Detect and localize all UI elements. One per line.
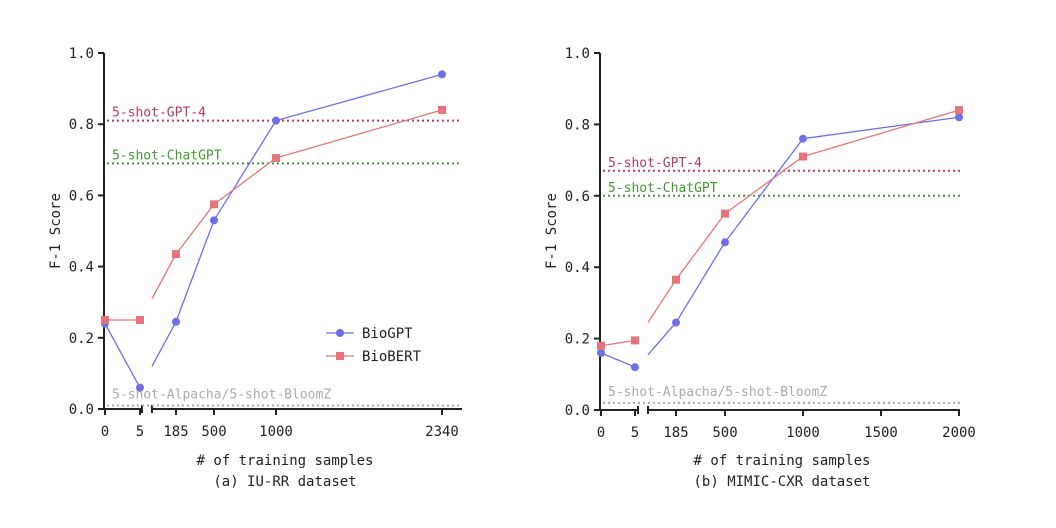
data-point-biogpt bbox=[438, 70, 446, 79]
series-line-biogpt bbox=[175, 220, 215, 323]
data-point-biogpt bbox=[136, 383, 144, 392]
panel-caption: (b) MIMIC-CXR dataset bbox=[693, 474, 870, 490]
data-point-biobert bbox=[210, 200, 218, 209]
data-point-biobert bbox=[101, 316, 109, 324]
data-point-biogpt bbox=[597, 348, 605, 357]
y-tick-label: 0.6 bbox=[69, 188, 94, 204]
x-tick-label: 185 bbox=[663, 425, 688, 441]
y-tick-label: 0.8 bbox=[69, 117, 94, 133]
x-tick-label: 0 bbox=[597, 425, 605, 441]
data-point-biogpt bbox=[172, 317, 180, 326]
series-line-biogpt bbox=[213, 120, 277, 221]
y-tick-label: 0.0 bbox=[69, 402, 94, 418]
reference-line-label: 5-shot-GPT-4 bbox=[608, 156, 702, 171]
data-point-biobert bbox=[799, 152, 807, 161]
data-point-biogpt bbox=[955, 113, 963, 122]
series-line-biogpt bbox=[675, 241, 726, 323]
data-point-biobert bbox=[438, 105, 446, 114]
reference-line-label: 5-shot-ChatGPT bbox=[608, 181, 718, 196]
y-tick-label: 0.8 bbox=[565, 117, 590, 133]
legend-marker-biogpt bbox=[336, 329, 344, 337]
y-tick-label: 0.4 bbox=[565, 260, 590, 276]
series-line-biogpt bbox=[275, 73, 443, 122]
series-line-biogpt bbox=[104, 323, 141, 388]
x-tick-label: 500 bbox=[201, 424, 226, 440]
x-tick-label: 0 bbox=[101, 424, 109, 440]
x-tick-label: 2000 bbox=[942, 425, 976, 441]
data-point-biogpt bbox=[721, 238, 729, 247]
x-tick-label: 5 bbox=[136, 424, 144, 440]
series-line-biobert bbox=[724, 156, 804, 215]
x-tick-label: 500 bbox=[712, 425, 737, 441]
x-tick-label: 1500 bbox=[864, 425, 898, 441]
chart-panel-b: 0.0 0.2 0.4 0.6 0.8 1.0 0 5 185 500 1000 1500 2000 F-… bbox=[544, 46, 976, 490]
x-tick-label: 185 bbox=[163, 424, 188, 440]
data-point-biobert bbox=[955, 106, 963, 115]
series-line-biobert bbox=[213, 157, 277, 205]
series-line-biogpt bbox=[724, 138, 804, 243]
legend-label-biobert: BioBERT bbox=[362, 349, 422, 365]
series-line-biogpt bbox=[802, 116, 960, 140]
y-axis-label: F-1 Score bbox=[48, 193, 64, 269]
data-point-biobert bbox=[721, 209, 729, 218]
legend-marker-biobert bbox=[336, 352, 344, 360]
reference-line-label: 5-shot-ChatGPT bbox=[112, 148, 222, 163]
series-line-biogpt bbox=[600, 352, 636, 368]
x-tick-label: 1000 bbox=[259, 424, 293, 440]
series-line-biobert bbox=[151, 253, 177, 299]
y-tick-label: 0.2 bbox=[69, 331, 94, 347]
y-tick-label: 0.0 bbox=[565, 403, 590, 419]
data-point-biogpt bbox=[799, 134, 807, 143]
x-axis-label: # of training samples bbox=[196, 453, 373, 469]
x-tick-label: 2340 bbox=[425, 424, 459, 440]
series-line-biobert bbox=[802, 109, 960, 158]
panel-caption: (a) IU-RR dataset bbox=[213, 474, 356, 490]
reference-line-label: 5-shot-Alpacha/5-shot-BloomZ bbox=[112, 387, 331, 402]
data-point-biobert bbox=[272, 154, 280, 163]
legend: BioGPT BioBERT bbox=[326, 326, 422, 365]
y-tick-label: 0.2 bbox=[565, 332, 590, 348]
x-axis-label: # of training samples bbox=[693, 453, 870, 469]
series-line-biobert bbox=[675, 213, 726, 281]
y-tick-label: 0.4 bbox=[69, 260, 94, 276]
data-point-biobert bbox=[672, 275, 680, 284]
legend-label-biogpt: BioGPT bbox=[362, 326, 413, 342]
data-point-biogpt bbox=[272, 116, 280, 125]
series-line-biobert bbox=[175, 203, 215, 255]
data-point-biobert bbox=[136, 316, 144, 324]
series-line-biobert bbox=[600, 339, 636, 347]
series-line-biobert bbox=[647, 279, 677, 323]
x-tick-label: 5 bbox=[631, 425, 639, 441]
data-point-biobert bbox=[597, 341, 605, 350]
y-axis-label: F-1 Score bbox=[544, 193, 560, 269]
data-point-biogpt bbox=[672, 318, 680, 327]
reference-line-label: 5-shot-Alpacha/5-shot-BloomZ bbox=[608, 385, 827, 400]
data-point-biobert bbox=[172, 250, 180, 259]
series-line-biogpt bbox=[647, 322, 677, 356]
data-point-biobert bbox=[631, 336, 639, 345]
chart-panel-a: 0.0 0.2 0.4 0.6 0.8 1.0 0 5 185 500 1000 2340 F-1 Sc… bbox=[48, 46, 462, 490]
y-tick-label: 1.0 bbox=[565, 46, 590, 62]
x-tick-label: 1000 bbox=[786, 425, 820, 441]
series-line-biobert bbox=[275, 109, 443, 159]
y-tick-label: 1.0 bbox=[69, 46, 94, 62]
y-tick-label: 0.6 bbox=[565, 189, 590, 205]
data-point-biogpt bbox=[631, 363, 639, 372]
reference-line-label: 5-shot-GPT-4 bbox=[112, 106, 206, 121]
data-point-biogpt bbox=[210, 216, 218, 225]
series-line-biogpt bbox=[151, 321, 177, 367]
